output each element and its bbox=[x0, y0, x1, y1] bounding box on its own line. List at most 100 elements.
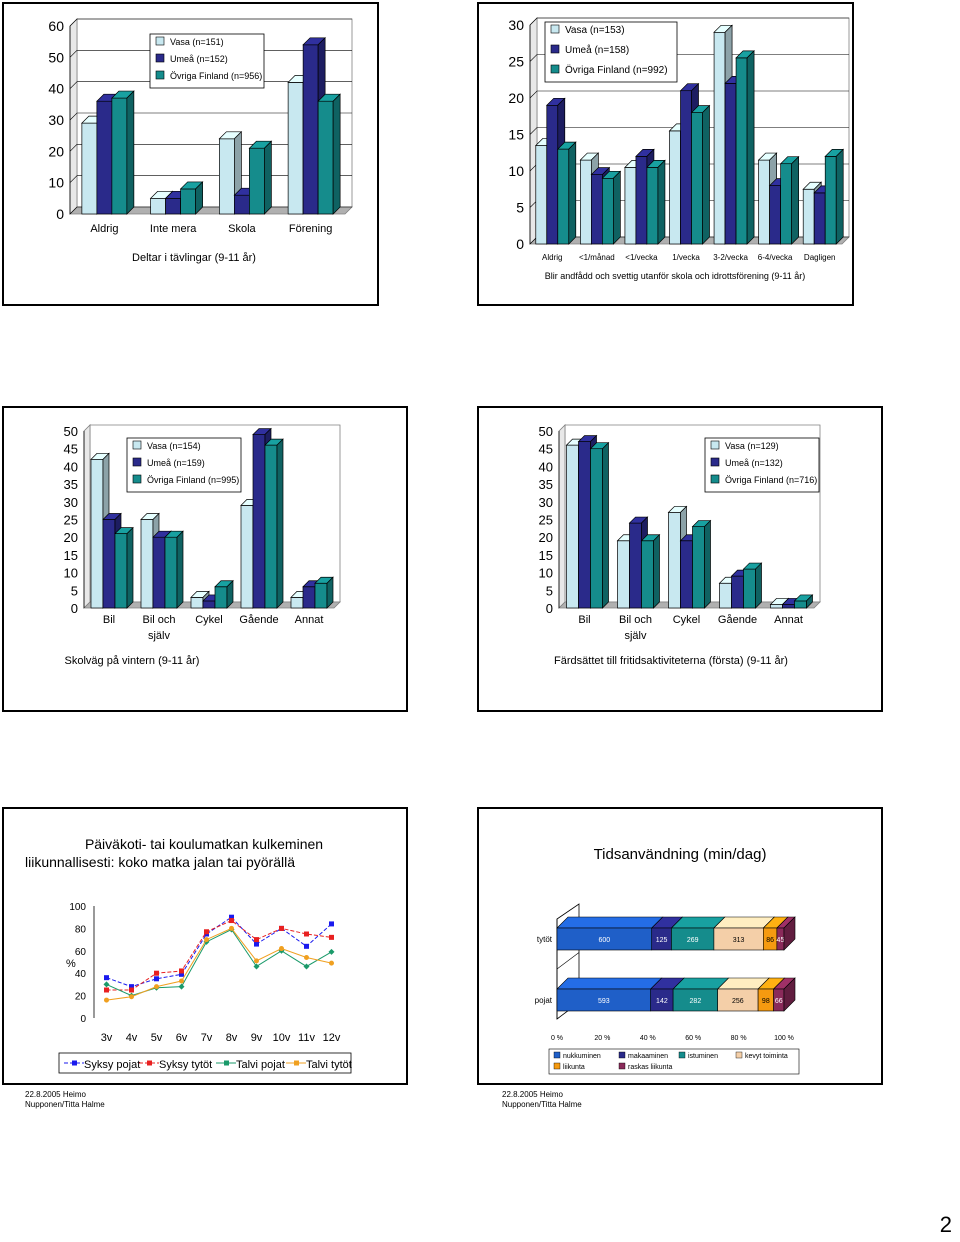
x-tick-label: själv bbox=[148, 630, 171, 642]
bar bbox=[591, 174, 603, 245]
data-point bbox=[303, 963, 310, 970]
chart-time-use: Tidsanvändning (min/dag) tytöt 600 125 269 31… bbox=[535, 846, 800, 1075]
bar bbox=[813, 192, 826, 245]
legend-label: makaaminen bbox=[628, 1053, 668, 1060]
data-point bbox=[129, 984, 134, 990]
bar bbox=[302, 44, 319, 215]
segment-value: 593 bbox=[598, 998, 610, 1005]
bar-side bbox=[653, 533, 660, 609]
bar bbox=[317, 100, 334, 215]
legend-box bbox=[58, 1052, 352, 1074]
bar bbox=[641, 540, 654, 609]
legend-swatch bbox=[132, 457, 142, 467]
legend-label: Syksy tytöt bbox=[159, 1059, 212, 1071]
bar-side bbox=[704, 519, 711, 609]
bar bbox=[580, 159, 592, 245]
x-tick-label: <1/vecka bbox=[625, 253, 658, 262]
y-tick-label: 50 bbox=[48, 49, 64, 65]
data-point bbox=[179, 978, 184, 984]
data-point bbox=[304, 943, 309, 949]
bar bbox=[234, 194, 250, 215]
footer-right-line1: 22.8.2005 Heimo bbox=[502, 1090, 563, 1099]
chart-title: Skolväg på vintern (9-11 år) bbox=[65, 655, 200, 667]
x-tick-label: 8v bbox=[226, 1032, 238, 1044]
legend-label: Umeå (n=152) bbox=[170, 54, 228, 64]
y-tick-label: 40 bbox=[75, 969, 87, 980]
legend-label: liikunta bbox=[563, 1064, 585, 1071]
slide-competition: 0 10 20 30 40 50 60 Aldrig Inte mera Skola Förenin… bbox=[2, 2, 379, 306]
x-tick-label: 5v bbox=[151, 1032, 163, 1044]
data-point bbox=[229, 918, 234, 924]
y-tick-label: 5 bbox=[71, 583, 78, 598]
x-tick-label: 9v bbox=[251, 1032, 263, 1044]
chart-title: Deltar i tävlingar (9-11 år) bbox=[132, 252, 256, 264]
legend-swatch bbox=[155, 70, 165, 80]
x-tick-label: Dagligen bbox=[804, 253, 836, 262]
legend-label: Vasa (n=153) bbox=[565, 25, 625, 36]
bar bbox=[96, 100, 113, 215]
chart-title: Tidsanvändning (min/dag) bbox=[594, 846, 767, 863]
data-point bbox=[154, 976, 159, 982]
bar bbox=[794, 600, 807, 609]
data-point bbox=[328, 948, 335, 955]
y-tick-label: 20 bbox=[48, 143, 64, 159]
data-point bbox=[178, 983, 185, 990]
y-tick-label: 40 bbox=[48, 81, 64, 97]
bar bbox=[287, 82, 304, 215]
y-tick-label: 0 bbox=[80, 1014, 86, 1025]
bar bbox=[81, 122, 98, 215]
bar bbox=[780, 163, 792, 245]
bar-side bbox=[568, 141, 577, 245]
x-tick-label: 6-4/vecka bbox=[758, 253, 793, 262]
x-tick-label: Aldrig bbox=[90, 223, 118, 235]
y-tick-label: 20 bbox=[539, 530, 553, 545]
legend-label: Övriga Finland (n=995) bbox=[147, 475, 239, 485]
series-line bbox=[106, 928, 332, 997]
x-tick-label: Förening bbox=[289, 223, 332, 235]
gridline bbox=[69, 18, 352, 27]
bar-side bbox=[264, 140, 272, 215]
y-tick-label: 35 bbox=[539, 477, 553, 492]
bar-side bbox=[613, 170, 621, 245]
legend-label: Vasa (n=151) bbox=[170, 37, 224, 47]
y-tick-label: 0 bbox=[516, 236, 524, 252]
data-point bbox=[129, 987, 134, 993]
chart-breathless: 0 5 10 15 20 25 30 Aldrig <1/månad <1/vecka 1/veck… bbox=[508, 17, 850, 281]
data-point bbox=[104, 997, 109, 1003]
data-point bbox=[104, 975, 109, 981]
y-tick-label: 30 bbox=[64, 495, 78, 510]
gridline bbox=[529, 17, 849, 26]
bar bbox=[152, 536, 166, 609]
x-tick-label: Annat bbox=[774, 614, 803, 626]
x-tick-label: <1/månad bbox=[579, 253, 615, 262]
y-tick-label: 50 bbox=[64, 424, 78, 439]
page-number: 2 bbox=[939, 1212, 952, 1237]
footer-left-line1: 22.8.2005 Heimo bbox=[25, 1090, 86, 1099]
bar-side bbox=[702, 104, 710, 245]
legend-box bbox=[149, 33, 265, 89]
y-tick-label: 0 bbox=[546, 601, 553, 616]
bar bbox=[190, 597, 204, 609]
x-tick-label: själv bbox=[624, 630, 647, 642]
bar bbox=[165, 197, 181, 215]
bar-side bbox=[602, 441, 609, 609]
chart-competition: 0 10 20 30 40 50 60 Aldrig Inte mera Skola Förenin… bbox=[48, 18, 353, 264]
segment-top bbox=[556, 916, 664, 929]
bar-side bbox=[176, 530, 184, 609]
legend-swatch bbox=[735, 1051, 743, 1059]
bar-side bbox=[126, 526, 134, 609]
slide-leisure-travel: 0 5 10 15 20 25 30 35 40 45 50 Bil Bil och själv Cykel… bbox=[477, 406, 883, 712]
legend-swatch bbox=[618, 1062, 626, 1070]
x-tick-label: 7v bbox=[201, 1032, 213, 1044]
legend-box bbox=[548, 1048, 800, 1075]
bar bbox=[90, 458, 104, 609]
bar bbox=[264, 444, 278, 609]
bar bbox=[111, 97, 128, 215]
bar bbox=[635, 156, 648, 245]
footer-left: 22.8.2005 Heimo Nupponen/Titta Halme bbox=[25, 1090, 105, 1110]
chart-title-line1: Päiväkoti- tai koulumatkan kulkeminen bbox=[85, 836, 323, 852]
bar bbox=[629, 522, 642, 609]
bar-side bbox=[326, 576, 334, 609]
segment-value: 98 bbox=[762, 998, 770, 1005]
y-tick-label: 45 bbox=[64, 442, 78, 457]
